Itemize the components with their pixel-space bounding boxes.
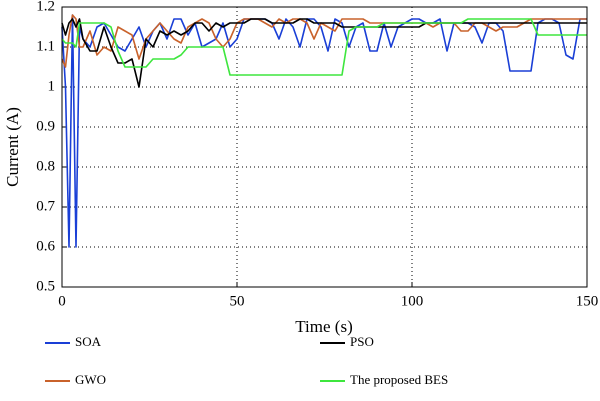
- y-tick-label: 1: [48, 78, 56, 94]
- legend-label: SOA: [75, 334, 102, 349]
- legend-label: PSO: [350, 334, 374, 349]
- y-tick-label: 0.6: [36, 238, 55, 254]
- x-tick-label: 50: [230, 293, 245, 309]
- legend-label: The proposed BES: [350, 372, 448, 387]
- series-line: [61, 18, 587, 76]
- y-tick-label: 0.9: [36, 118, 55, 134]
- y-tick-label: 0.8: [36, 158, 55, 174]
- y-axis-label: Current (A): [3, 107, 22, 187]
- y-tick-label: 0.5: [36, 278, 55, 294]
- legend-label: GWO: [75, 372, 106, 387]
- y-tick-label: 1.2: [36, 0, 55, 14]
- series-line: [61, 14, 587, 68]
- y-tick-label: 0.7: [36, 198, 55, 214]
- plot-background: [62, 7, 587, 287]
- y-tick-label: 1.1: [36, 38, 55, 54]
- x-tick-label: 0: [58, 293, 66, 309]
- x-tick-label: 150: [576, 293, 599, 309]
- plot-frame: [61, 6, 588, 288]
- x-tick-label: 100: [401, 293, 424, 309]
- x-axis-label: Time (s): [295, 317, 352, 336]
- series-line: [61, 18, 587, 88]
